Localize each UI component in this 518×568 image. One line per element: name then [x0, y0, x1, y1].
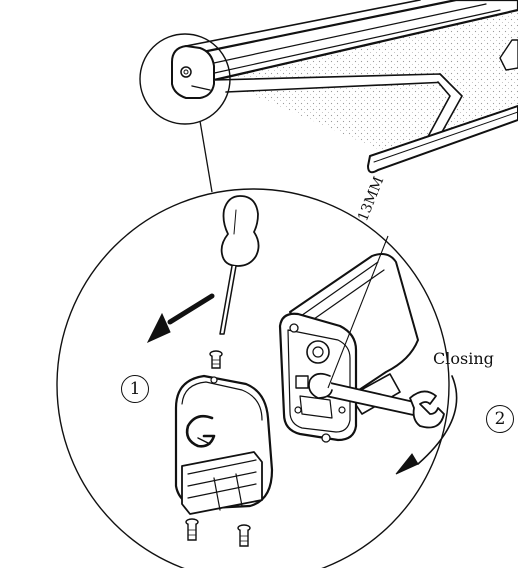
closing-rotation-arrow [395, 375, 458, 475]
screwdriver-handle [220, 195, 260, 267]
wrench-size-pointer [327, 235, 389, 389]
closing-label: Closing [433, 349, 494, 368]
bottom-screw-right [237, 524, 251, 547]
detail-leader-line [199, 120, 213, 193]
magnified-detail-circle [56, 188, 450, 568]
step-2-badge: 2 [486, 405, 514, 433]
screwdriver [219, 195, 260, 335]
cap-top-screw [209, 350, 223, 369]
awning-assembly [139, 0, 518, 174]
step-1-badge: 1 [121, 375, 149, 403]
awning-end-cap [171, 45, 215, 99]
end-cap-cover [174, 374, 274, 515]
bottom-screw-left [185, 518, 199, 541]
awning-front-bar [367, 105, 518, 174]
cassette-housing [278, 253, 419, 443]
remove-direction-arrow [146, 293, 215, 344]
detail-callout-circle [139, 33, 231, 125]
wrench [308, 372, 445, 429]
wrench-head [409, 390, 445, 429]
